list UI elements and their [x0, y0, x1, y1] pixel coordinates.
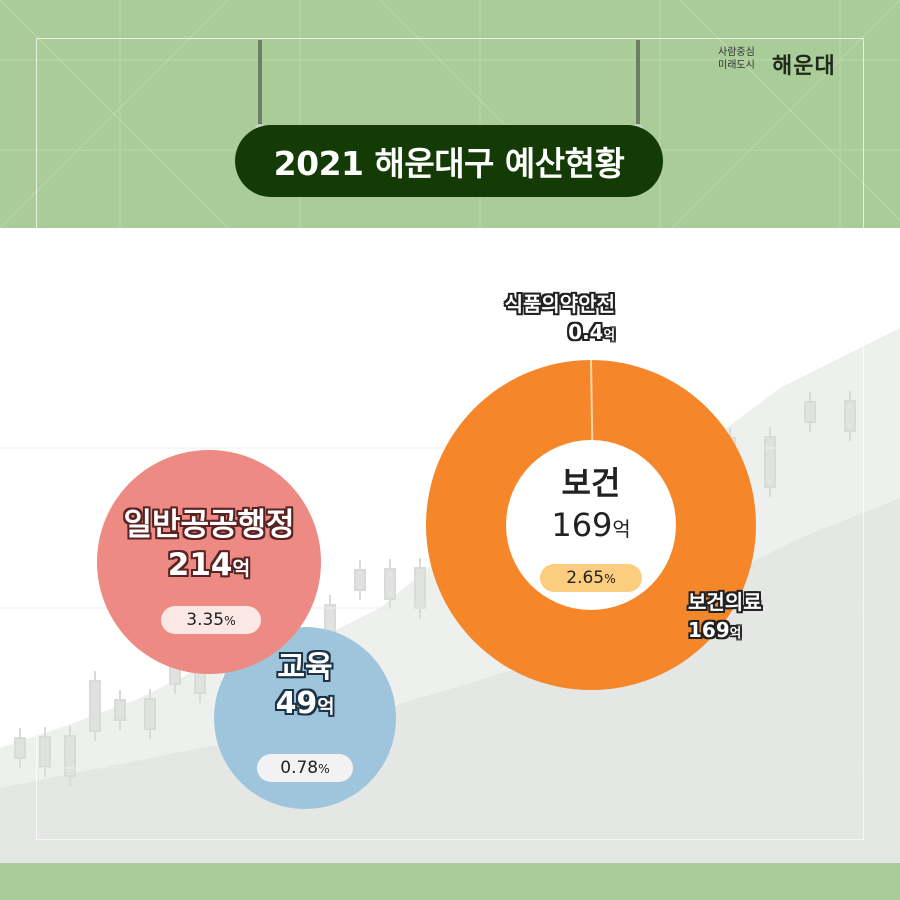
bubble-education-amount-value: 49 — [275, 686, 318, 721]
donut-center-percent: 2.65% — [540, 564, 642, 592]
bubble-general-admin-percent: 3.35% — [161, 606, 261, 634]
page-title: 2021 해운대구 예산현황 — [235, 125, 663, 197]
candle-body — [89, 680, 101, 732]
logo-slogan-line2: 미래도시 — [718, 60, 755, 71]
candle-body — [14, 737, 26, 759]
donut-center-amount-value: 169 — [551, 506, 613, 544]
candle-body — [354, 569, 366, 591]
candle-body — [39, 736, 51, 768]
candle-body — [804, 401, 816, 423]
label-health-care-value: 169 — [688, 618, 730, 642]
label-health-care-amount: 169억 — [688, 616, 798, 647]
bubble-general-admin — [97, 450, 321, 674]
candle-body — [844, 400, 856, 432]
bubble-general-admin-amount-value: 214 — [167, 547, 233, 583]
banner-hanger-right — [633, 40, 643, 134]
logo-slogan-line1: 사람중심 — [718, 47, 755, 58]
donut-center-name: 보건 — [561, 464, 621, 502]
donut-center-amount-unit: 억 — [612, 518, 631, 541]
donut-center-label: 보건 169억 — [506, 462, 676, 551]
bubble-general-admin-name: 일반공공행정 — [123, 507, 295, 543]
label-health-care-name: 보건의료 — [688, 590, 762, 614]
label-food-drug-safety-name: 식품의약안전 — [504, 292, 615, 316]
haeundae-logo: 사람중심 미래도시 해운대 — [718, 46, 868, 82]
label-food-drug-safety-amount: 0.4억 — [470, 318, 615, 349]
label-food-drug-safety: 식품의약안전 0.4억 — [470, 290, 615, 349]
bubble-education-name: 교육 — [277, 650, 333, 685]
footer-band — [0, 863, 900, 900]
bubble-education-label: 교육 49억 — [214, 650, 396, 726]
donut-center-amount: 169억 — [506, 504, 676, 551]
bubble-general-admin-label: 일반공공행정 214억 — [97, 505, 321, 589]
candle-body — [384, 568, 396, 600]
label-food-drug-safety-value: 0.4 — [568, 320, 604, 344]
label-food-drug-safety-unit: 억 — [603, 327, 615, 342]
bubble-education-percent-value: 0.78 — [280, 758, 319, 778]
decorative-frame — [36, 38, 864, 840]
donut-center-percent-value: 2.65 — [566, 568, 605, 588]
label-health-care: 보건의료 169억 — [688, 588, 798, 647]
bubble-general-admin-percent-unit: % — [224, 614, 236, 628]
bubble-general-admin-amount: 214억 — [97, 545, 321, 589]
candle-body — [114, 699, 126, 721]
logo-brand: 해운대 — [772, 54, 836, 79]
bubble-education-amount-unit: 억 — [317, 697, 335, 718]
banner-hanger-left — [255, 40, 265, 134]
candle-body — [144, 698, 156, 730]
bubble-general-admin-percent-value: 3.35 — [186, 610, 225, 630]
label-health-care-unit: 억 — [729, 625, 742, 640]
logo-slogan: 사람중심 미래도시 — [718, 46, 768, 72]
bubble-education-amount: 49억 — [214, 686, 396, 726]
donut-center-percent-unit: % — [604, 572, 616, 586]
bubble-education-percent: 0.78% — [257, 754, 353, 782]
bubble-general-admin-amount-unit: 억 — [232, 557, 251, 580]
bubble-education-percent-unit: % — [318, 762, 330, 776]
candle-body — [764, 436, 776, 488]
candle-body — [64, 735, 76, 777]
